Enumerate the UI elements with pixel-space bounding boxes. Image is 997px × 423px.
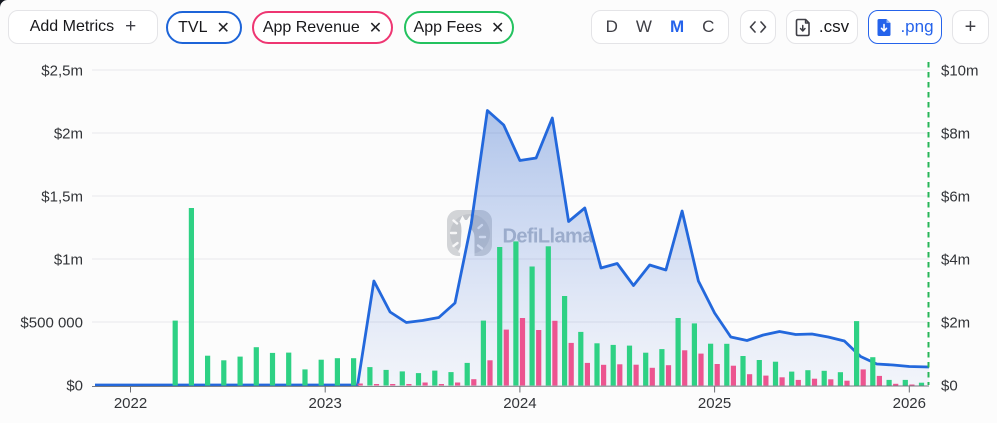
- svg-text:2022: 2022: [114, 395, 147, 412]
- svg-text:$6m: $6m: [941, 188, 970, 205]
- svg-text:$2m: $2m: [54, 125, 83, 142]
- svg-text:$1,5m: $1,5m: [41, 188, 83, 205]
- svg-text:$2m: $2m: [941, 314, 970, 331]
- svg-text:$500 000: $500 000: [20, 314, 83, 331]
- svg-text:$8m: $8m: [941, 125, 970, 142]
- svg-text:$0: $0: [66, 377, 83, 394]
- svg-text:2025: 2025: [698, 395, 731, 412]
- svg-text:2024: 2024: [503, 395, 536, 412]
- svg-text:$0: $0: [941, 377, 958, 394]
- svg-text:$10m: $10m: [941, 62, 979, 79]
- svg-text:$1m: $1m: [54, 251, 83, 268]
- svg-text:2023: 2023: [309, 395, 342, 412]
- svg-text:$2,5m: $2,5m: [41, 62, 83, 79]
- svg-text:$4m: $4m: [941, 251, 970, 268]
- svg-text:2026: 2026: [893, 395, 926, 412]
